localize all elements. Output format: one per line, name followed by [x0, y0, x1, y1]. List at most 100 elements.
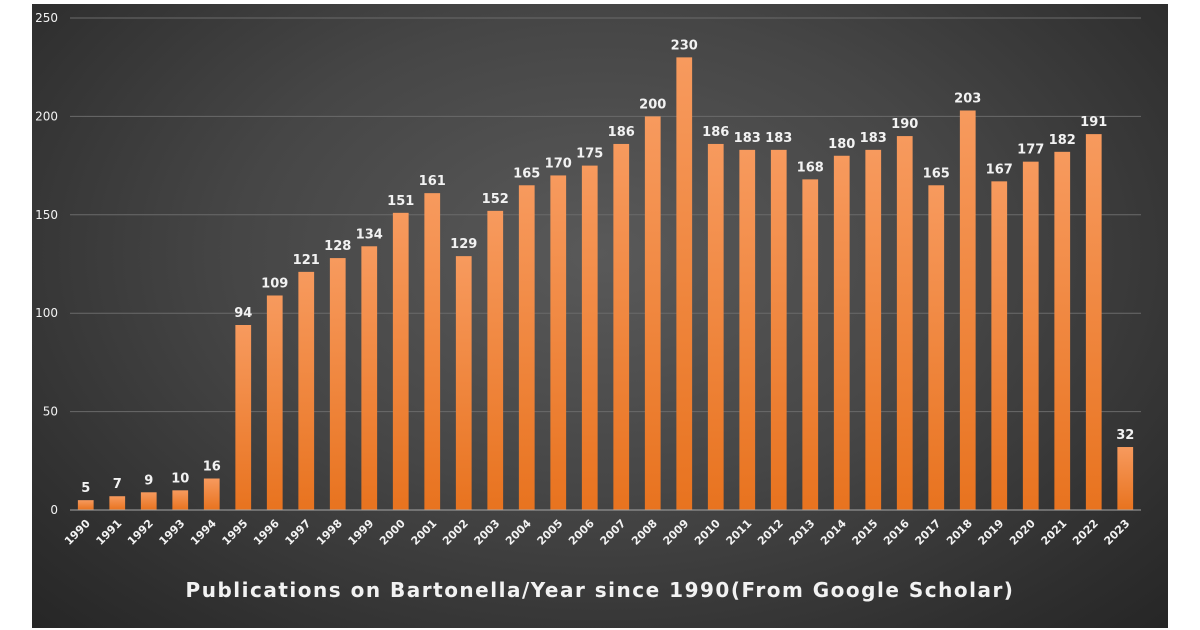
data-label-2008: 200 — [639, 97, 666, 112]
x-tick-label-2001: 2001 — [409, 517, 440, 548]
data-label-2012: 183 — [765, 131, 792, 146]
bar-2003 — [487, 210, 504, 510]
x-tick-label-2011: 2011 — [724, 517, 755, 548]
bar-2000 — [392, 212, 409, 510]
data-label-2009: 230 — [671, 38, 698, 53]
bar-1991 — [109, 496, 126, 510]
y-tick-label: 200 — [35, 109, 58, 123]
x-tick-label-1992: 1992 — [125, 517, 156, 548]
bar-1994 — [203, 478, 220, 510]
bar-2007 — [613, 143, 630, 510]
bar-1992 — [140, 492, 157, 510]
bar-2021 — [1054, 151, 1071, 510]
bar-2010 — [707, 143, 724, 510]
bar-2001 — [424, 193, 441, 511]
x-tick-label-1996: 1996 — [251, 517, 282, 548]
x-tick-label-2016: 2016 — [881, 517, 912, 548]
data-label-2006: 175 — [576, 147, 603, 162]
bar-2004 — [518, 185, 535, 510]
data-label-2014: 180 — [828, 137, 855, 152]
x-tick-label-2018: 2018 — [944, 517, 975, 548]
x-tick-label-1993: 1993 — [157, 517, 188, 548]
bar-2005 — [550, 175, 567, 510]
data-label-2016: 190 — [891, 117, 918, 132]
x-tick-label-2009: 2009 — [661, 517, 692, 548]
data-label-2017: 165 — [923, 166, 950, 181]
y-axis-ticks: 0 50 100 150 200 250 — [35, 11, 58, 517]
bar-2002 — [455, 256, 472, 510]
y-tick-label: 50 — [43, 405, 58, 419]
x-tick-label-2006: 2006 — [566, 517, 597, 548]
x-tick-label-1997: 1997 — [283, 517, 314, 548]
data-label-1993: 10 — [171, 471, 189, 486]
data-label-2007: 186 — [608, 125, 635, 140]
data-label-1994: 16 — [203, 460, 221, 475]
data-label-2020: 177 — [1017, 143, 1044, 158]
bar-1995 — [235, 325, 252, 510]
bar-2022 — [1085, 134, 1102, 510]
x-tick-label-2017: 2017 — [913, 517, 944, 548]
y-tick-label: 0 — [50, 503, 58, 517]
chart-background — [32, 4, 1168, 628]
data-label-2005: 170 — [545, 156, 572, 171]
bar-1993 — [172, 490, 189, 510]
y-tick-label: 150 — [35, 208, 58, 222]
x-tick-label-1994: 1994 — [188, 517, 219, 548]
data-label-2001: 161 — [419, 174, 446, 189]
x-tick-label-2000: 2000 — [377, 517, 408, 548]
data-label-2023: 32 — [1116, 428, 1134, 443]
y-tick-label: 100 — [35, 306, 58, 320]
x-tick-label-2004: 2004 — [503, 517, 534, 548]
x-tick-label-1999: 1999 — [346, 517, 377, 548]
bar-1999 — [361, 246, 378, 510]
bars — [77, 57, 1134, 511]
data-label-2022: 191 — [1080, 115, 1107, 130]
x-tick-label-2003: 2003 — [472, 517, 503, 548]
data-label-1990: 5 — [81, 481, 90, 496]
data-label-2002: 129 — [450, 237, 477, 252]
data-label-2019: 167 — [986, 162, 1013, 177]
x-axis-ticks: 1990 1991 1992 1993 1994 1995 1996 1997 1998 1999… — [62, 517, 1132, 548]
data-label-1997: 121 — [293, 253, 320, 268]
x-tick-label-2015: 2015 — [850, 517, 881, 548]
bar-2018 — [959, 110, 976, 510]
data-label-2003: 152 — [482, 192, 509, 207]
data-label-2011: 183 — [734, 131, 761, 146]
x-tick-label-2022: 2022 — [1070, 517, 1101, 548]
bar-2006 — [581, 165, 598, 510]
chart-title: Publications on Bartonella/Year since 19… — [185, 578, 1015, 602]
data-label-1991: 7 — [113, 477, 122, 492]
data-label-2010: 186 — [702, 125, 729, 140]
y-tick-label: 250 — [35, 11, 58, 25]
bar-2008 — [644, 116, 661, 511]
x-tick-label-2012: 2012 — [755, 517, 786, 548]
x-tick-label-2023: 2023 — [1102, 517, 1133, 548]
x-tick-label-2021: 2021 — [1039, 517, 1070, 548]
bar-1998 — [329, 258, 346, 510]
x-tick-label-2013: 2013 — [787, 517, 818, 548]
x-tick-label-2007: 2007 — [598, 517, 629, 548]
data-label-2018: 203 — [954, 91, 981, 106]
x-tick-label-2008: 2008 — [629, 517, 660, 548]
x-tick-label-2010: 2010 — [692, 517, 723, 548]
x-tick-label-1991: 1991 — [94, 517, 125, 548]
bar-2017 — [928, 185, 945, 510]
bar-2011 — [739, 149, 756, 510]
data-label-1995: 94 — [234, 306, 252, 321]
bar-2014 — [833, 155, 850, 510]
bar-2013 — [802, 179, 819, 510]
x-tick-label-2002: 2002 — [440, 517, 471, 548]
bar-2020 — [1022, 161, 1039, 510]
bar-2019 — [991, 181, 1008, 510]
data-label-2021: 182 — [1049, 133, 1076, 148]
data-labels: 5 7 9 10 16 94 109 121 128 134 151 161 129 152 165 170 1… — [81, 38, 1134, 496]
bar-2012 — [770, 149, 787, 510]
x-tick-label-2014: 2014 — [818, 517, 849, 548]
bar-2023 — [1117, 447, 1134, 510]
x-tick-label-1990: 1990 — [62, 517, 93, 548]
data-label-1999: 134 — [356, 227, 383, 242]
gridlines — [70, 17, 1141, 413]
bar-1996 — [266, 295, 283, 510]
bar-2016 — [896, 136, 913, 510]
